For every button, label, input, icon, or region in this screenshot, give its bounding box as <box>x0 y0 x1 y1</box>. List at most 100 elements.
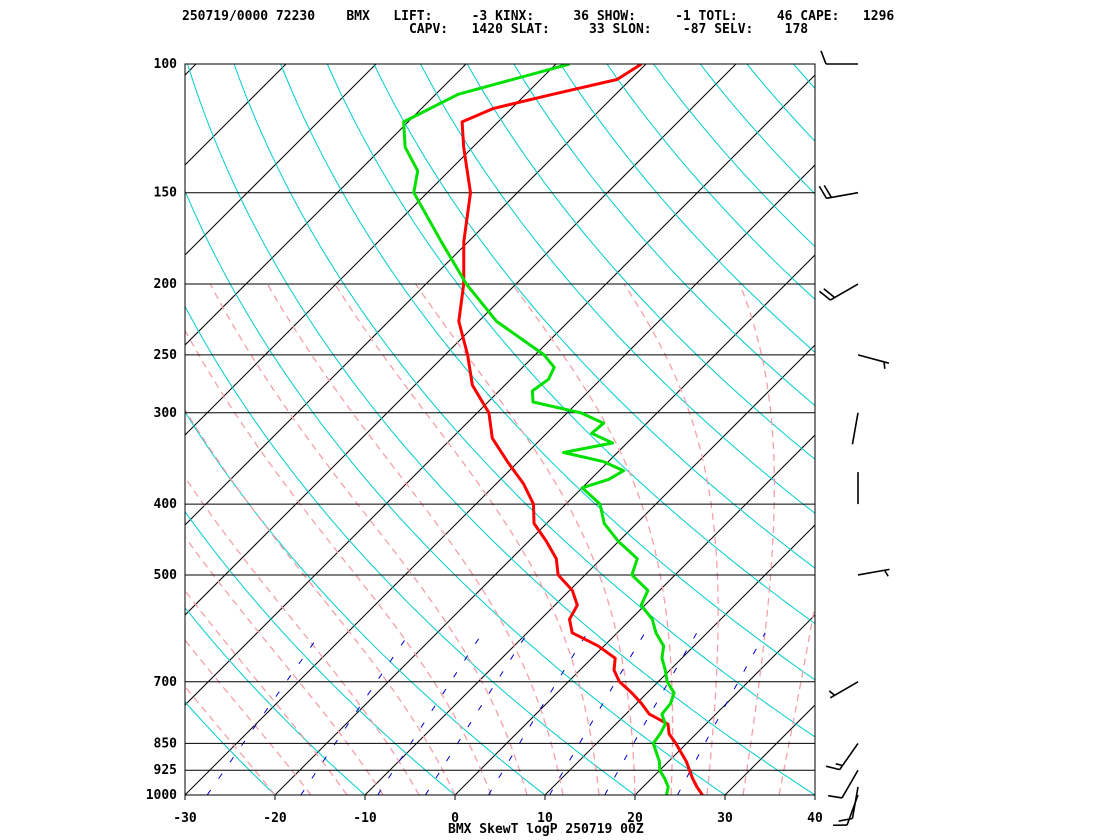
isotherm-line <box>274 254 815 795</box>
moist-adiabat-line <box>814 792 815 795</box>
wind-barb-staff <box>857 354 890 364</box>
isotherm-line <box>185 64 557 436</box>
dry-adiabat-line <box>373 64 815 569</box>
moist-adiabat-line <box>739 283 776 795</box>
sounding-profiles <box>402 64 704 795</box>
isotherm-line <box>454 434 815 795</box>
mixing-ratio-line <box>300 632 411 795</box>
wind-barb <box>818 184 859 200</box>
wind-barb-half-flag <box>883 569 889 577</box>
dry-adiabat-line <box>187 64 815 795</box>
isotherm-line <box>185 64 647 526</box>
isotherm-line <box>0 64 106 795</box>
dry-adiabat-line <box>326 64 815 625</box>
isotherm-line <box>814 794 815 795</box>
x-tick-label: -20 <box>263 811 287 826</box>
wind-barb-staff <box>851 412 859 445</box>
y-axis: 100 150 200 250 300 400 500 700 850 925 1000 <box>146 57 177 803</box>
moist-adiabat-line <box>185 685 276 795</box>
y-tick-label: 1000 <box>146 788 177 803</box>
dry-adiabat-line <box>699 64 815 195</box>
mixing-ratio-line <box>549 632 646 795</box>
wind-barb-staff <box>838 742 859 771</box>
dry-adiabat-line <box>606 64 815 300</box>
isotherm-line <box>185 74 815 706</box>
x-tick-label: 0 <box>451 811 459 826</box>
dry-adiabat-line <box>933 64 1120 795</box>
wind-barb-flag <box>828 794 843 799</box>
wind-barb <box>857 568 890 577</box>
wind-barb <box>828 769 859 799</box>
y-tick-label: 150 <box>154 186 178 201</box>
moist-adiabat-line <box>209 283 528 795</box>
y-tick-label: 700 <box>154 675 178 690</box>
plot-frame <box>184 63 816 796</box>
dry-adiabat-line <box>280 64 815 681</box>
temperature-profile <box>457 64 704 795</box>
wind-barb-staff <box>829 283 859 301</box>
y-tick-label: 850 <box>154 736 178 751</box>
y-tick-label: 200 <box>154 277 178 292</box>
isotherm-line <box>185 64 377 256</box>
isotherm-line <box>185 64 737 616</box>
dewpoint-profile <box>402 64 676 795</box>
x-axis: -30 -20 -10 0 10 20 30 40 <box>173 795 823 826</box>
header-line-2: CAPV: 1420 SLAT: 33 SLON: -87 SELV: 178 <box>182 22 809 37</box>
wind-barb-flag <box>825 765 840 771</box>
isotherm-line <box>185 164 815 795</box>
dry-adiabat-line <box>185 411 546 795</box>
wind-barb-flag <box>820 50 827 65</box>
isobar-lines <box>185 63 815 796</box>
moist-adiabat-line <box>511 283 674 795</box>
dry-adiabat-line <box>185 701 276 795</box>
wind-barb <box>857 354 890 369</box>
wind-barb-flag <box>818 185 828 199</box>
wind-barb-flag <box>838 817 853 822</box>
isotherm-line <box>364 344 815 795</box>
y-tick-label: 500 <box>154 568 178 583</box>
y-tick-label: 400 <box>154 497 178 512</box>
wind-barb-staff <box>841 769 859 799</box>
dry-adiabat-line <box>185 607 366 795</box>
dry-adiabat-line <box>793 64 815 90</box>
y-tick-label: 925 <box>154 763 177 778</box>
mixing-ratio-line <box>424 632 529 795</box>
dry-adiabat-line <box>185 189 726 795</box>
x-tick-label: 30 <box>717 811 733 826</box>
isotherm-line <box>185 64 287 166</box>
isotherm-line <box>634 614 815 795</box>
moist-adiabat-line <box>778 601 815 795</box>
mixing-ratio-line <box>377 632 484 795</box>
wind-barb <box>820 50 858 65</box>
dry-adiabat-line <box>746 64 815 142</box>
x-tick-label: 10 <box>537 811 553 826</box>
isotherm-line <box>724 704 815 795</box>
wind-barb-staff <box>826 191 859 200</box>
x-tick-label: 20 <box>627 811 643 826</box>
moist-adiabat-line <box>185 589 348 795</box>
wind-barb <box>851 412 859 445</box>
wind-barb-flag <box>823 184 833 198</box>
isotherm-line <box>905 64 1120 795</box>
chart-caption: BMX SkewT logP 250719 00Z <box>448 822 644 837</box>
dry-adiabat-line <box>185 510 456 795</box>
wind-barb-flag <box>823 288 836 299</box>
moist-adiabat-line <box>334 283 600 795</box>
moist-adiabat-line <box>185 535 384 795</box>
dry-adiabat-line <box>653 64 815 248</box>
dry-adiabat-line <box>559 64 815 354</box>
wind-barb <box>825 742 859 771</box>
moist-adiabat-line <box>623 283 719 795</box>
wind-barb-half-flag <box>828 690 836 696</box>
wind-barb <box>838 786 859 822</box>
mixing-ratio-line <box>604 632 698 795</box>
moist-adiabat-line <box>185 476 420 795</box>
dry-adiabat-line <box>840 64 1120 795</box>
dry-adiabat-line <box>887 64 1120 795</box>
dry-adiabat-line <box>513 64 815 407</box>
y-tick-label: 250 <box>154 348 178 363</box>
wind-barb-staff <box>857 568 890 576</box>
isotherm-line <box>185 64 467 346</box>
y-tick-label: 100 <box>154 57 178 72</box>
